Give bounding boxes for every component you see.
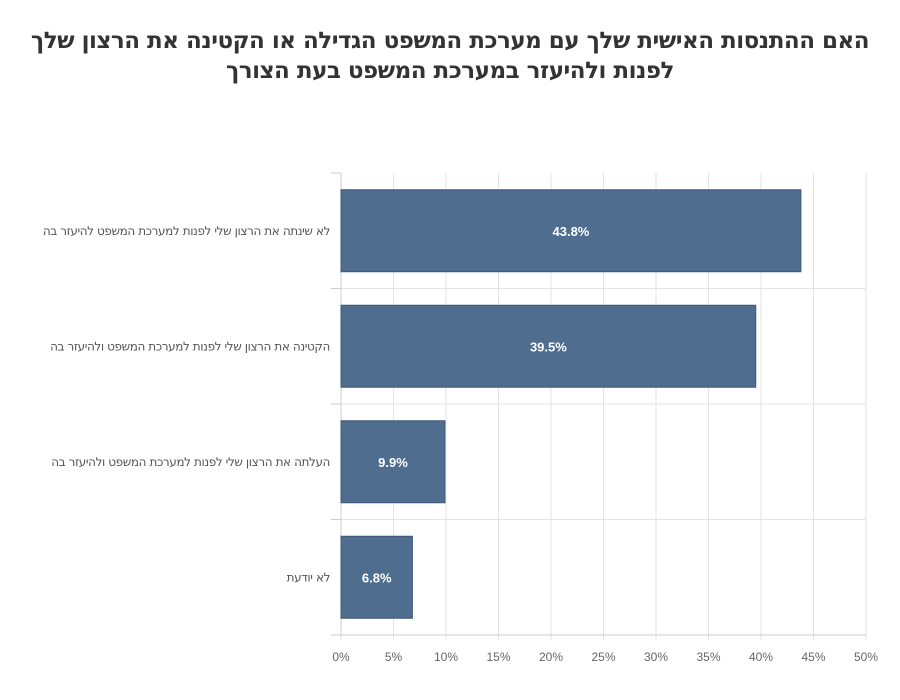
- category-label: הקטינה את הרצון שלי לפנות למערכת המשפט ו…: [50, 339, 330, 353]
- x-tick-label: 25%: [591, 650, 615, 664]
- x-tick-label: 5%: [385, 650, 403, 664]
- bar: [340, 535, 413, 619]
- data-label: 43.8%: [553, 224, 590, 239]
- category-label: לא יודעת: [287, 570, 330, 584]
- data-label: 6.8%: [362, 570, 392, 585]
- chart-title-line-2: לפנות ולהיעזר במערכת המשפט בעת הצורך: [226, 58, 674, 84]
- x-tick-label: 20%: [539, 650, 563, 664]
- x-tick-label: 50%: [854, 650, 878, 664]
- x-tick-label: 0%: [332, 650, 350, 664]
- x-tick-label: 10%: [434, 650, 458, 664]
- category-label: לא שינתה את הרצון שלי לפנות למערכת המשפט…: [43, 224, 330, 238]
- x-tick-label: 40%: [749, 650, 773, 664]
- bar: [340, 420, 446, 504]
- x-tick-label: 15%: [486, 650, 510, 664]
- data-label: 9.9%: [378, 455, 408, 470]
- data-label: 39.5%: [530, 339, 567, 354]
- x-tick-label: 30%: [644, 650, 668, 664]
- bar: [340, 189, 802, 273]
- category-label: העלתה את הרצון שלי לפנות למערכת המשפט ול…: [51, 455, 330, 469]
- chart-title-line-1: האם ההתנסות האישית שלך עם מערכת המשפט הג…: [30, 28, 870, 54]
- x-tick-label: 45%: [801, 650, 825, 664]
- x-tick-label: 35%: [696, 650, 720, 664]
- bar: [340, 304, 757, 388]
- chart-title: האם ההתנסות האישית שלך עם מערכת המשפט הג…: [0, 26, 900, 86]
